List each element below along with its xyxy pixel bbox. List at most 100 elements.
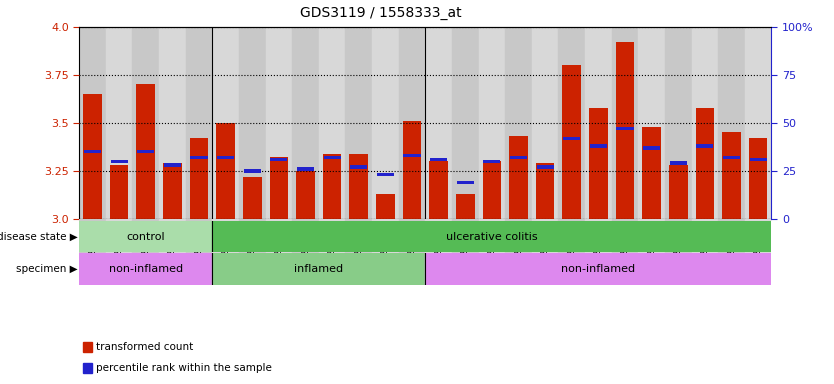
Bar <box>292 219 319 284</box>
Text: GDS3119 / 1558333_at: GDS3119 / 1558333_at <box>300 6 462 20</box>
Bar <box>213 27 239 219</box>
Text: GSM240031: GSM240031 <box>754 222 762 273</box>
Bar <box>536 165 554 169</box>
Text: GSM239717: GSM239717 <box>328 222 337 273</box>
Bar <box>563 137 580 140</box>
Bar <box>163 163 182 219</box>
Bar <box>399 219 425 284</box>
Text: GSM239730: GSM239730 <box>567 222 576 273</box>
Bar <box>239 27 265 219</box>
Bar <box>297 167 314 170</box>
Bar <box>535 163 555 219</box>
Text: GSM239720: GSM239720 <box>408 222 416 273</box>
Bar <box>110 165 128 219</box>
Bar <box>79 219 106 284</box>
Text: GSM240029: GSM240029 <box>701 222 710 273</box>
Text: GSM240026: GSM240026 <box>168 222 177 273</box>
Bar <box>159 219 186 284</box>
Bar <box>213 219 239 284</box>
Bar <box>430 158 447 161</box>
Text: GSM240023: GSM240023 <box>88 222 97 273</box>
Bar <box>106 219 133 284</box>
Bar <box>404 154 420 157</box>
Bar <box>265 27 292 219</box>
Bar <box>722 132 741 219</box>
Bar <box>638 27 665 219</box>
Bar <box>718 219 745 284</box>
Bar <box>186 219 213 284</box>
Text: GSM239617: GSM239617 <box>221 222 230 273</box>
Text: percentile rank within the sample: percentile rank within the sample <box>96 362 272 372</box>
Bar <box>510 136 528 219</box>
Bar <box>590 144 607 148</box>
Bar <box>186 27 213 219</box>
Bar <box>643 146 661 149</box>
Bar <box>456 194 475 219</box>
Bar <box>425 253 771 285</box>
Bar <box>532 219 559 284</box>
Bar <box>750 158 766 161</box>
Bar <box>425 219 452 284</box>
Bar <box>510 156 527 159</box>
Bar <box>479 219 505 284</box>
Bar <box>638 219 665 284</box>
Bar <box>163 164 181 167</box>
Bar <box>323 154 341 219</box>
Bar <box>696 108 714 219</box>
Text: specimen ▶: specimen ▶ <box>16 264 78 274</box>
Text: control: control <box>127 232 165 242</box>
Text: GSM240028: GSM240028 <box>674 222 683 273</box>
Text: GSM240027: GSM240027 <box>194 222 203 273</box>
Text: non-inflamed: non-inflamed <box>561 264 636 274</box>
Text: disease state ▶: disease state ▶ <box>0 232 78 242</box>
Bar <box>505 219 532 284</box>
Text: GSM240030: GSM240030 <box>727 222 736 273</box>
Bar <box>718 27 745 219</box>
Bar <box>213 221 771 252</box>
Bar <box>562 65 581 219</box>
Bar <box>296 171 315 219</box>
Text: GSM239727: GSM239727 <box>514 222 523 273</box>
Bar <box>137 84 155 219</box>
Bar <box>243 177 262 219</box>
Bar <box>376 194 394 219</box>
Text: GSM239726: GSM239726 <box>487 222 496 273</box>
Bar <box>532 27 559 219</box>
Bar <box>79 253 213 285</box>
Bar <box>452 219 479 284</box>
Text: GSM239719: GSM239719 <box>381 222 390 273</box>
Text: GSM239731: GSM239731 <box>594 222 603 273</box>
Bar <box>83 94 102 219</box>
Bar <box>349 154 368 219</box>
Text: GSM239729: GSM239729 <box>540 222 550 273</box>
Bar <box>106 27 133 219</box>
Text: GSM240024: GSM240024 <box>114 222 123 273</box>
Bar <box>615 42 635 219</box>
Bar <box>484 160 500 163</box>
Text: GSM239725: GSM239725 <box>460 222 470 273</box>
Bar <box>79 221 213 252</box>
Bar <box>324 156 341 159</box>
Bar <box>377 173 394 177</box>
Bar <box>589 108 608 219</box>
Bar <box>745 27 771 219</box>
Text: GSM239723: GSM239723 <box>435 222 443 273</box>
Bar <box>559 27 585 219</box>
Bar <box>239 219 265 284</box>
Bar <box>399 27 425 219</box>
Bar <box>430 161 448 219</box>
Bar <box>585 27 611 219</box>
Bar <box>749 138 767 219</box>
Bar <box>189 138 208 219</box>
Bar <box>483 161 501 219</box>
Bar <box>190 156 208 159</box>
Bar <box>111 160 128 163</box>
Text: GSM239716: GSM239716 <box>301 222 310 273</box>
Bar <box>691 219 718 284</box>
Bar <box>479 27 505 219</box>
Text: GSM239714: GSM239714 <box>274 222 284 273</box>
Bar <box>319 27 345 219</box>
Bar <box>133 27 159 219</box>
Bar <box>665 27 691 219</box>
Bar <box>345 27 372 219</box>
